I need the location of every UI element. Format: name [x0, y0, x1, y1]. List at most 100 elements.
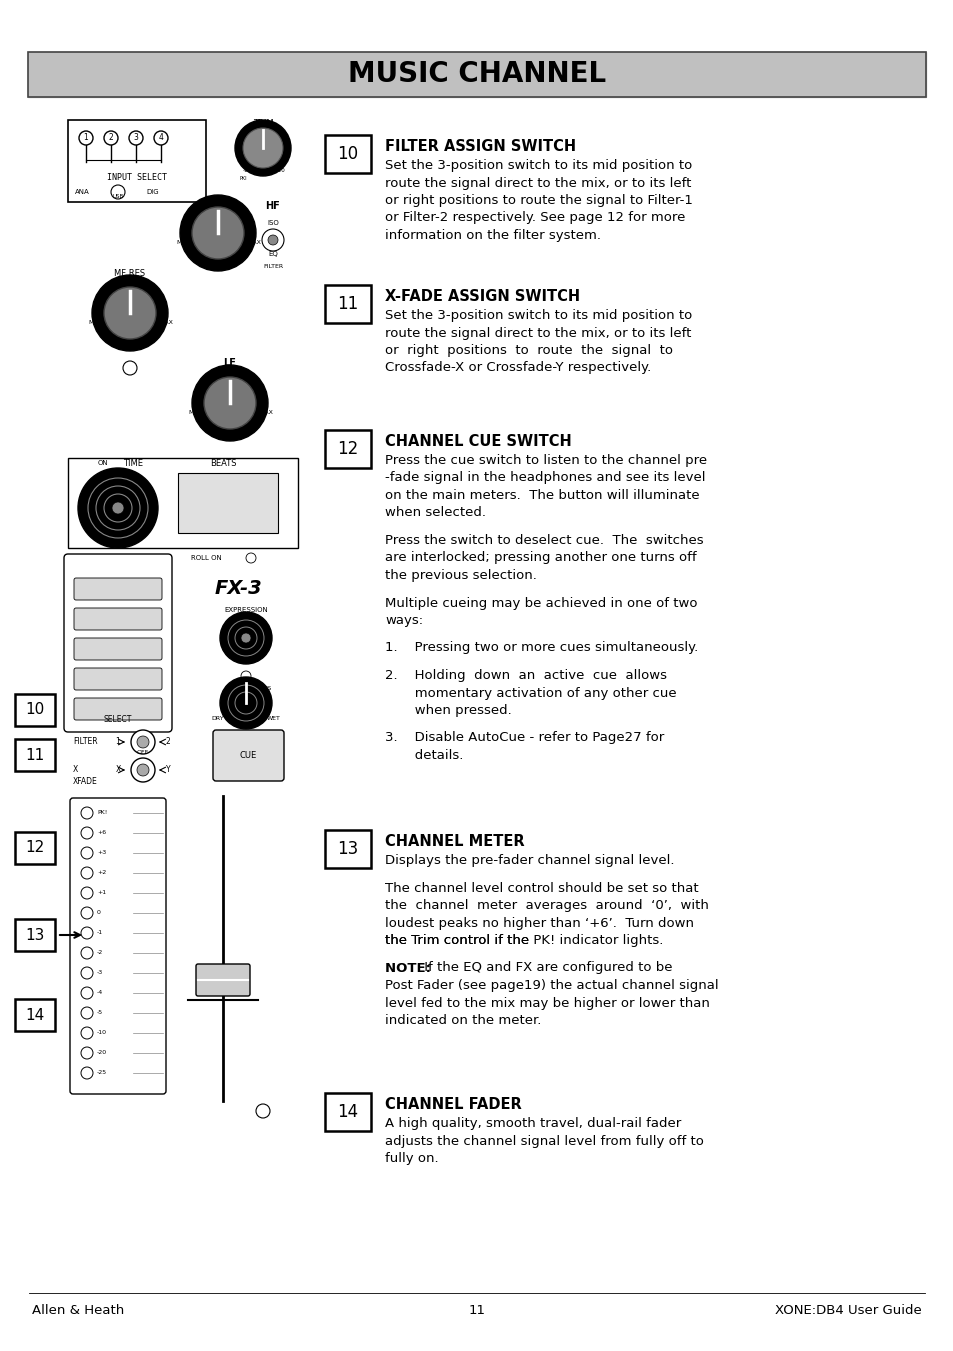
Bar	[15, 694, 55, 725]
Text: ON: ON	[97, 459, 109, 466]
Text: MUSIC CHANNEL: MUSIC CHANNEL	[348, 61, 605, 89]
Text: NOTE:: NOTE:	[385, 962, 436, 974]
Text: -1: -1	[97, 931, 103, 935]
Text: 11: 11	[337, 295, 358, 313]
Text: FILTER: FILTER	[73, 738, 97, 747]
Bar	[28, 51, 925, 97]
Text: USB: USB	[112, 195, 124, 200]
Text: the Trim control if the PK! indicator lights.: the Trim control if the PK! indicator li…	[385, 934, 662, 947]
Text: MIN: MIN	[175, 240, 188, 246]
Circle shape	[81, 1006, 92, 1019]
Text: FX-3: FX-3	[213, 578, 262, 597]
Text: Set the 3-position switch to its mid position to: Set the 3-position switch to its mid pos…	[385, 309, 692, 322]
Circle shape	[104, 131, 118, 145]
Circle shape	[81, 1067, 92, 1079]
Text: +2: +2	[97, 870, 106, 875]
Text: If the EQ and FX are configured to be: If the EQ and FX are configured to be	[419, 962, 672, 974]
Text: BEATS: BEATS	[210, 458, 236, 467]
Text: momentary activation of any other cue: momentary activation of any other cue	[385, 686, 676, 700]
Text: FILTER ASSIGN SWITCH: FILTER ASSIGN SWITCH	[385, 139, 576, 154]
Text: Press the cue switch to listen to the channel pre: Press the cue switch to listen to the ch…	[385, 454, 706, 467]
Circle shape	[268, 235, 277, 245]
Bar	[325, 430, 371, 467]
Text: WET: WET	[267, 716, 280, 720]
Text: FILTER: FILTER	[263, 263, 283, 269]
Text: The channel level control should be set so that: The channel level control should be set …	[385, 881, 698, 894]
Text: 1.    Pressing two or more cues simultaneously.: 1. Pressing two or more cues simultaneou…	[385, 642, 698, 654]
Text: EXPRESSION: EXPRESSION	[224, 607, 268, 613]
Text: EQ: EQ	[268, 251, 277, 257]
Bar	[15, 998, 55, 1031]
Circle shape	[255, 1104, 270, 1119]
Circle shape	[153, 131, 168, 145]
Text: -20: -20	[97, 1051, 107, 1055]
Bar	[68, 458, 297, 549]
Text: CHANNEL METER: CHANNEL METER	[385, 834, 524, 848]
Circle shape	[81, 1027, 92, 1039]
Text: the Trim control if the: the Trim control if the	[385, 934, 533, 947]
Circle shape	[246, 553, 255, 563]
Circle shape	[131, 730, 154, 754]
Text: 1: 1	[115, 738, 120, 747]
Text: MAX: MAX	[259, 411, 273, 416]
Bar	[178, 473, 277, 534]
Text: MIN: MIN	[188, 411, 200, 416]
Bar	[15, 739, 55, 771]
Circle shape	[112, 503, 124, 513]
Text: ways:: ways:	[385, 613, 423, 627]
Text: MAX: MAX	[247, 240, 261, 246]
Circle shape	[204, 377, 255, 430]
Circle shape	[234, 120, 291, 176]
Bar	[325, 830, 371, 867]
Text: 2: 2	[109, 134, 113, 142]
Text: CHANNEL CUE SWITCH: CHANNEL CUE SWITCH	[385, 434, 571, 449]
Circle shape	[131, 758, 154, 782]
FancyBboxPatch shape	[70, 798, 166, 1094]
Circle shape	[243, 128, 283, 168]
Circle shape	[79, 131, 92, 145]
Circle shape	[81, 867, 92, 880]
Text: DRY: DRY	[212, 716, 224, 720]
Text: -25: -25	[97, 1070, 107, 1075]
FancyBboxPatch shape	[195, 965, 250, 996]
Text: MF RES: MF RES	[114, 269, 146, 277]
Circle shape	[104, 286, 156, 339]
Text: +6: +6	[97, 831, 106, 835]
Text: X: X	[73, 766, 78, 774]
Text: route the signal direct to the mix, or to its left: route the signal direct to the mix, or t…	[385, 177, 691, 189]
Text: when pressed.: when pressed.	[385, 704, 511, 717]
Circle shape	[81, 807, 92, 819]
Text: Set the 3-position switch to its mid position to: Set the 3-position switch to its mid pos…	[385, 159, 692, 172]
FancyBboxPatch shape	[213, 730, 284, 781]
Text: TRIM: TRIM	[253, 119, 273, 128]
Text: ROLL ON: ROLL ON	[191, 555, 221, 561]
Text: PKI: PKI	[239, 176, 247, 181]
Text: LF: LF	[223, 358, 236, 367]
Circle shape	[81, 847, 92, 859]
Text: on the main meters.  The button will illuminate: on the main meters. The button will illu…	[385, 489, 699, 503]
Circle shape	[137, 736, 149, 748]
Text: +1: +1	[97, 890, 106, 896]
Circle shape	[81, 888, 92, 898]
Text: loudest peaks no higher than ‘+6’.  Turn down: loudest peaks no higher than ‘+6’. Turn …	[385, 916, 693, 929]
Text: MIN: MIN	[88, 320, 100, 326]
Text: the previous selection.: the previous selection.	[385, 569, 537, 582]
Circle shape	[123, 361, 137, 376]
Bar	[68, 120, 206, 203]
Text: ISO: ISO	[267, 220, 278, 226]
Circle shape	[241, 671, 251, 681]
Text: 2: 2	[166, 738, 171, 747]
Text: 10: 10	[26, 703, 45, 717]
Circle shape	[81, 827, 92, 839]
Text: SELECT: SELECT	[104, 716, 132, 724]
Text: Y: Y	[166, 766, 171, 774]
Text: INPUT SELECT: INPUT SELECT	[107, 173, 167, 182]
Circle shape	[78, 467, 158, 549]
Circle shape	[81, 927, 92, 939]
Text: ANA: ANA	[74, 189, 90, 195]
Text: 0: 0	[266, 119, 270, 124]
Text: 12: 12	[337, 440, 358, 458]
Circle shape	[137, 765, 149, 775]
Bar	[15, 919, 55, 951]
Circle shape	[81, 907, 92, 919]
